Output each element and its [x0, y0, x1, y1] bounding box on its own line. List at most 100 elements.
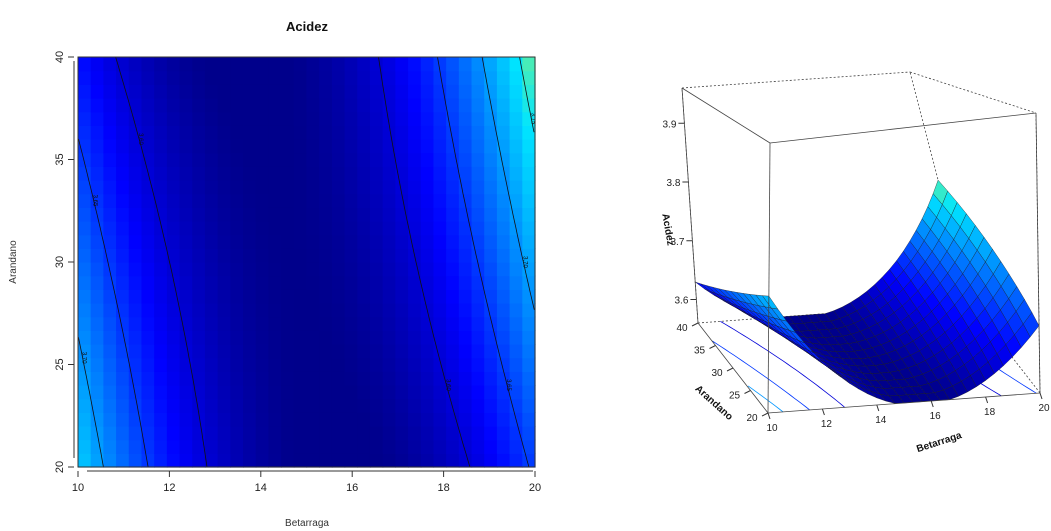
heatmap-cell — [192, 98, 206, 113]
heatmap-cell — [496, 412, 511, 427]
heatmap-cell — [90, 70, 104, 85]
heatmap-cell — [192, 426, 206, 441]
heatmap-cell — [281, 152, 295, 167]
heatmap-cell — [90, 316, 104, 331]
heatmap-cell — [243, 330, 257, 345]
heatmap-cell — [281, 344, 295, 359]
heatmap-cell — [408, 439, 422, 454]
contour-label: 3.75 — [529, 113, 535, 125]
heatmap-cell — [331, 398, 346, 413]
heatmap-cell — [522, 166, 536, 181]
heatmap-cell — [268, 412, 282, 427]
heatmap-cell — [446, 275, 460, 290]
heatmap-cell — [484, 84, 498, 99]
heatmap-cell — [166, 221, 181, 236]
heatmap-cell — [395, 221, 409, 236]
heatmap-cell — [331, 207, 346, 222]
heatmap-cell — [116, 180, 130, 195]
heatmap-cell — [369, 70, 384, 85]
heatmap-cell — [420, 57, 435, 72]
heatmap-cell — [509, 152, 523, 167]
heatmap-cell — [268, 453, 282, 468]
heatmap-cell — [369, 111, 384, 126]
heatmap-cell — [179, 275, 193, 290]
heatmap-cell — [395, 98, 409, 113]
heatmap-cell — [369, 98, 384, 113]
heatmap-cell — [166, 70, 181, 85]
heatmap-cell — [230, 439, 244, 454]
heatmap-cell — [230, 371, 244, 386]
heatmap-cell — [522, 152, 536, 167]
x-tick-mark — [930, 400, 934, 408]
y-tick-label: 40 — [54, 51, 66, 63]
contour-label: 3.60 — [137, 133, 143, 145]
heatmap-cell — [331, 262, 346, 277]
heatmap-cell — [344, 330, 358, 345]
heatmap-cell — [306, 453, 320, 468]
heatmap-cell — [458, 371, 473, 386]
heatmap-cell — [154, 139, 168, 154]
heatmap-cell — [116, 98, 130, 113]
heatmap-cell — [471, 275, 485, 290]
heatmap-cell — [420, 98, 435, 113]
heatmap-cell — [281, 207, 295, 222]
heatmap-cell — [116, 70, 130, 85]
heatmap-cell — [154, 398, 168, 413]
heatmap-cell — [230, 275, 244, 290]
heatmap-cell — [166, 398, 181, 413]
heatmap-cell — [331, 84, 346, 99]
heatmap-cell — [433, 98, 447, 113]
heatmap-cell — [382, 357, 396, 372]
heatmap-cell — [78, 248, 92, 263]
heatmap-cell — [471, 193, 485, 208]
heatmap-cell — [192, 234, 206, 249]
heatmap-cell — [116, 234, 130, 249]
heatmap-cell — [255, 152, 270, 167]
heatmap-cell — [204, 139, 219, 154]
heatmap-cell — [141, 371, 155, 386]
heatmap-cell — [509, 193, 523, 208]
heatmap-cell — [243, 98, 257, 113]
heatmap-cell — [496, 221, 511, 236]
heatmap-cell — [116, 412, 130, 427]
heatmap-cell — [331, 289, 346, 304]
heatmap-cell — [103, 303, 117, 318]
heatmap-cell — [522, 84, 536, 99]
heatmap-cell — [78, 125, 92, 140]
heatmap-cell — [179, 289, 193, 304]
heatmap-cell — [458, 234, 473, 249]
heatmap-cell — [141, 357, 155, 372]
heatmap-cell — [90, 412, 104, 427]
heatmap-cell — [471, 125, 485, 140]
heatmap-cell — [433, 111, 447, 126]
contour-line — [115, 57, 208, 467]
heatmap-cell — [141, 262, 155, 277]
heatmap-cell — [395, 385, 409, 400]
heatmap-cell — [255, 385, 270, 400]
heatmap-cell — [268, 207, 282, 222]
heatmap-cell — [166, 426, 181, 441]
heatmap-cell — [116, 57, 130, 72]
heatmap-cell — [166, 98, 181, 113]
heatmap-cell — [128, 344, 143, 359]
heatmap-cell — [319, 412, 333, 427]
heatmap-cell — [382, 316, 396, 331]
heatmap-cell — [471, 330, 485, 345]
contour-line — [519, 57, 535, 133]
heatmap-cell — [154, 166, 168, 181]
heatmap-cell — [192, 139, 206, 154]
heatmap-cell — [509, 303, 523, 318]
heatmap-cell — [433, 152, 447, 167]
heatmap-cell — [420, 453, 435, 468]
heatmap-cell — [128, 385, 143, 400]
heatmap-cell — [204, 193, 219, 208]
heatmap-cell — [217, 248, 231, 263]
heatmap-cell — [458, 385, 473, 400]
heatmap-cell — [496, 125, 511, 140]
heatmap-cell — [306, 221, 320, 236]
heatmap-cell — [420, 357, 435, 372]
heatmap-cell — [179, 248, 193, 263]
perspective-front-box — [681, 87, 1041, 414]
heatmap-cell — [293, 166, 308, 181]
